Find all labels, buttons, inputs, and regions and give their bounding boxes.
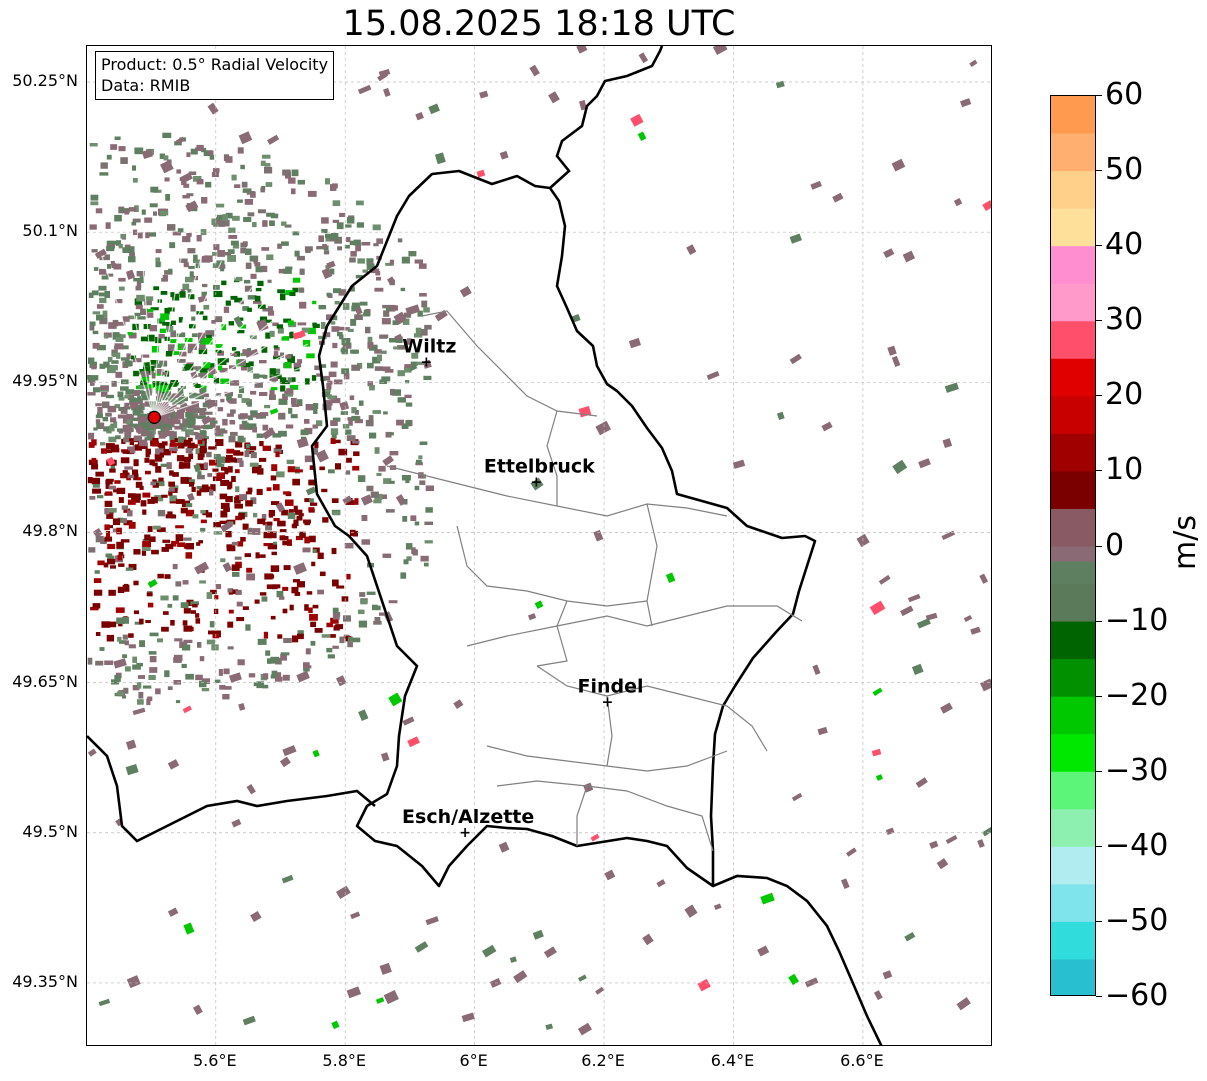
city-marker-plus: + [530,474,542,490]
colorbar-tick-label: −50 [1105,902,1169,938]
city-label: Esch/Alzette [402,806,534,828]
country-borders [87,46,883,1045]
city-label: Wiltz [402,335,456,357]
city-wiltz: +Wiltz [402,335,456,370]
city-esch-alzette: +Esch/Alzette [402,806,534,841]
colorbar-unit-label: m/s [1168,515,1203,570]
gridlines [87,46,991,1045]
city-markers: +Wiltz+Ettelbruck+Findel+Esch/Alzette [402,335,644,840]
city-marker-plus: + [459,825,471,841]
lon-tick-label: 6°E [459,1051,488,1070]
colorbar-tick-label: −60 [1105,978,1169,1013]
lon-tick-label: 6.4°E [710,1051,755,1070]
map-canvas: +Wiltz+Ettelbruck+Findel+Esch/Alzette [87,46,991,1045]
colorbar-tick-label: 40 [1105,227,1144,263]
colorbar-tick-label: 30 [1105,302,1144,338]
lat-tick-label: 49.65°N [12,671,78,691]
canton-borders [386,310,803,852]
colorbar-tick-mark [1096,920,1102,922]
colorbar-tick-label: 0 [1105,527,1125,563]
colorbar-tick-label: −10 [1105,602,1169,638]
colorbar-tick-label: 20 [1105,377,1144,413]
lat-tick-label: 49.8°N [22,521,78,541]
colorbar-tick-mark [1096,170,1102,172]
lat-tick-label: 50.1°N [22,221,78,241]
lat-tick-label: 50.25°N [12,71,78,91]
lat-tick-label: 49.35°N [12,971,78,991]
colorbar-tick-mark [1096,545,1102,547]
lat-tick-label: 49.95°N [12,371,78,391]
colorbar-tick-mark [1096,996,1102,997]
colorbar-tick-label: 10 [1105,452,1144,488]
colorbar-tick-mark [1096,620,1102,622]
lat-tick-label: 49.5°N [22,821,78,841]
city-label: Ettelbruck [484,455,595,477]
lon-tick-label: 5.6°E [193,1051,237,1070]
colorbar-tick-mark [1096,695,1102,697]
city-marker-plus: + [602,695,614,711]
colorbar-tick-label: −20 [1105,677,1169,713]
city-marker-plus: + [420,354,432,370]
colorbar-tick-label: −30 [1105,752,1169,788]
city-findel: +Findel [578,676,644,711]
radar-site-marker [147,410,161,424]
colorbar-tick-mark [1096,470,1102,472]
colorbar-tick-mark [1096,845,1102,847]
lon-tick-label: 5.8°E [322,1051,366,1070]
colorbar-tick-mark [1096,95,1102,96]
colorbar-tick-mark [1096,320,1102,322]
colorbar-tick-mark [1096,245,1102,247]
colorbar-tick-label: 60 [1105,77,1144,112]
colorbar-tick-mark [1096,395,1102,397]
city-label: Findel [578,676,644,698]
radar-echoes [87,46,991,1036]
colorbar-tick-label: 50 [1105,152,1144,188]
city-ettelbruck: +Ettelbruck [484,455,595,490]
data-source-label: Data: RMIB [101,76,191,95]
colorbar-tick-label: −40 [1105,827,1169,863]
lon-tick-label: 6.6°E [840,1051,884,1070]
radar-map[interactable]: + Wiltz + Ettelbruck + Findel + Esch/Alzette [86,45,992,1046]
product-info-box: Product: 0.5° Radial Velocity Data: RMIB [95,51,335,100]
product-label: Product: 0.5° Radial Velocity [101,55,329,74]
colorbar-tick-mark [1096,770,1102,772]
lon-tick-label: 6.2°E [581,1051,625,1070]
map-title: 15.08.2025 18:18 UTC [342,4,736,44]
colorbar [1050,95,1096,996]
